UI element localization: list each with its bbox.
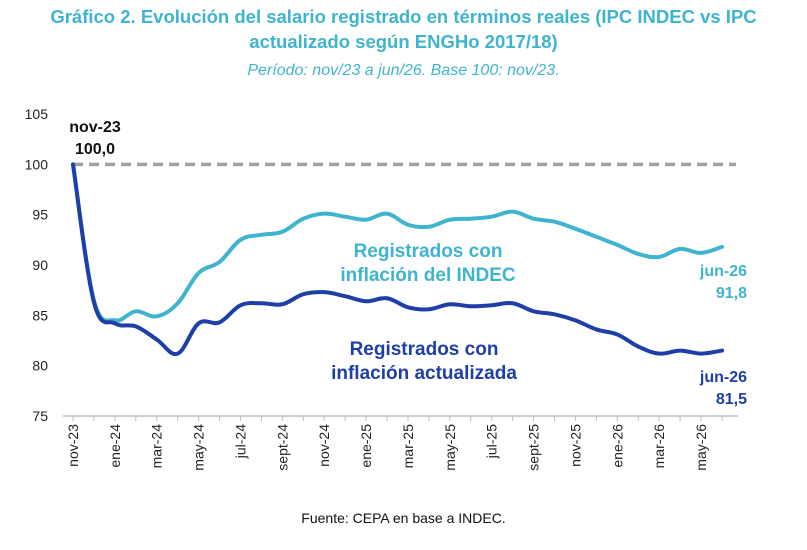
y-tick-label: 80	[32, 358, 48, 374]
x-tick-label: sept-25	[526, 424, 542, 471]
series-label-actualizada: Registrados con	[350, 339, 499, 360]
series-label-indec: inflación del INDEC	[340, 265, 516, 286]
series-line-indec	[71, 162, 724, 323]
x-tick-label: may-25	[442, 424, 458, 471]
x-tick-label: nov-24	[316, 424, 332, 467]
series-labels: Registrados con inflación del INDEC Regist…	[331, 241, 517, 384]
annotation-end-indec-line1: jun-26	[699, 263, 747, 280]
x-tick-label: mar-24	[149, 424, 165, 469]
series-label-actualizada: inflación actualizada	[331, 363, 517, 384]
x-tick-label: ene-26	[609, 424, 625, 468]
y-tick-label: 90	[32, 257, 48, 273]
x-tick-label: sept-24	[274, 424, 290, 471]
x-tick-label: jul-24	[232, 424, 248, 459]
annotation-end-actualizada-line2: 81,5	[716, 391, 747, 408]
annotation-end-indec-line2: 91,8	[716, 285, 747, 302]
x-tick-label: mar-26	[651, 424, 667, 469]
x-tick-label: nov-23	[65, 424, 81, 467]
y-tick-label: 85	[32, 307, 48, 323]
x-tick-label: ene-24	[107, 424, 123, 468]
y-tick-label: 75	[32, 408, 48, 424]
chart-subtitle: Período: nov/23 a jun/26. Base 100: nov/…	[247, 62, 560, 79]
x-tick-label: may-26	[693, 424, 709, 471]
x-tick-label: nov-25	[567, 424, 583, 467]
chart-title: Gráfico 2. Evolución del salario registr…	[0, 4, 807, 54]
x-axis: nov-23 ene-24 mar-24 may-24 jul-24 sept-24 nov…	[63, 415, 738, 471]
y-tick-label: 100	[25, 156, 49, 172]
annotations: nov-23 100,0 jun-26 91,8 jun-26 81,5	[69, 119, 747, 408]
series-label-indec: Registrados con	[354, 241, 503, 262]
source-note: Fuente: CEPA en base a INDEC.	[301, 510, 506, 526]
annotation-start-line2: 100,0	[75, 141, 115, 158]
x-tick-label: jul-25	[484, 424, 500, 459]
chart-title-line1: Gráfico 2. Evolución del salario registr…	[50, 6, 757, 27]
y-tick-label: 95	[32, 207, 48, 223]
annotation-end-actualizada-line1: jun-26	[699, 369, 747, 386]
x-tick-label: mar-25	[400, 424, 416, 469]
chart-title-line2: actualizado según ENGHo 2017/18)	[249, 31, 558, 52]
x-tick-label: ene-25	[358, 424, 374, 468]
y-axis: 75 80 85 90 95 100 105	[25, 106, 49, 424]
series-line-actualizada	[71, 162, 724, 356]
x-tick-label: may-24	[191, 424, 207, 471]
annotation-start-line1: nov-23	[69, 119, 121, 136]
y-tick-label: 105	[25, 106, 49, 122]
series-group	[71, 162, 724, 356]
